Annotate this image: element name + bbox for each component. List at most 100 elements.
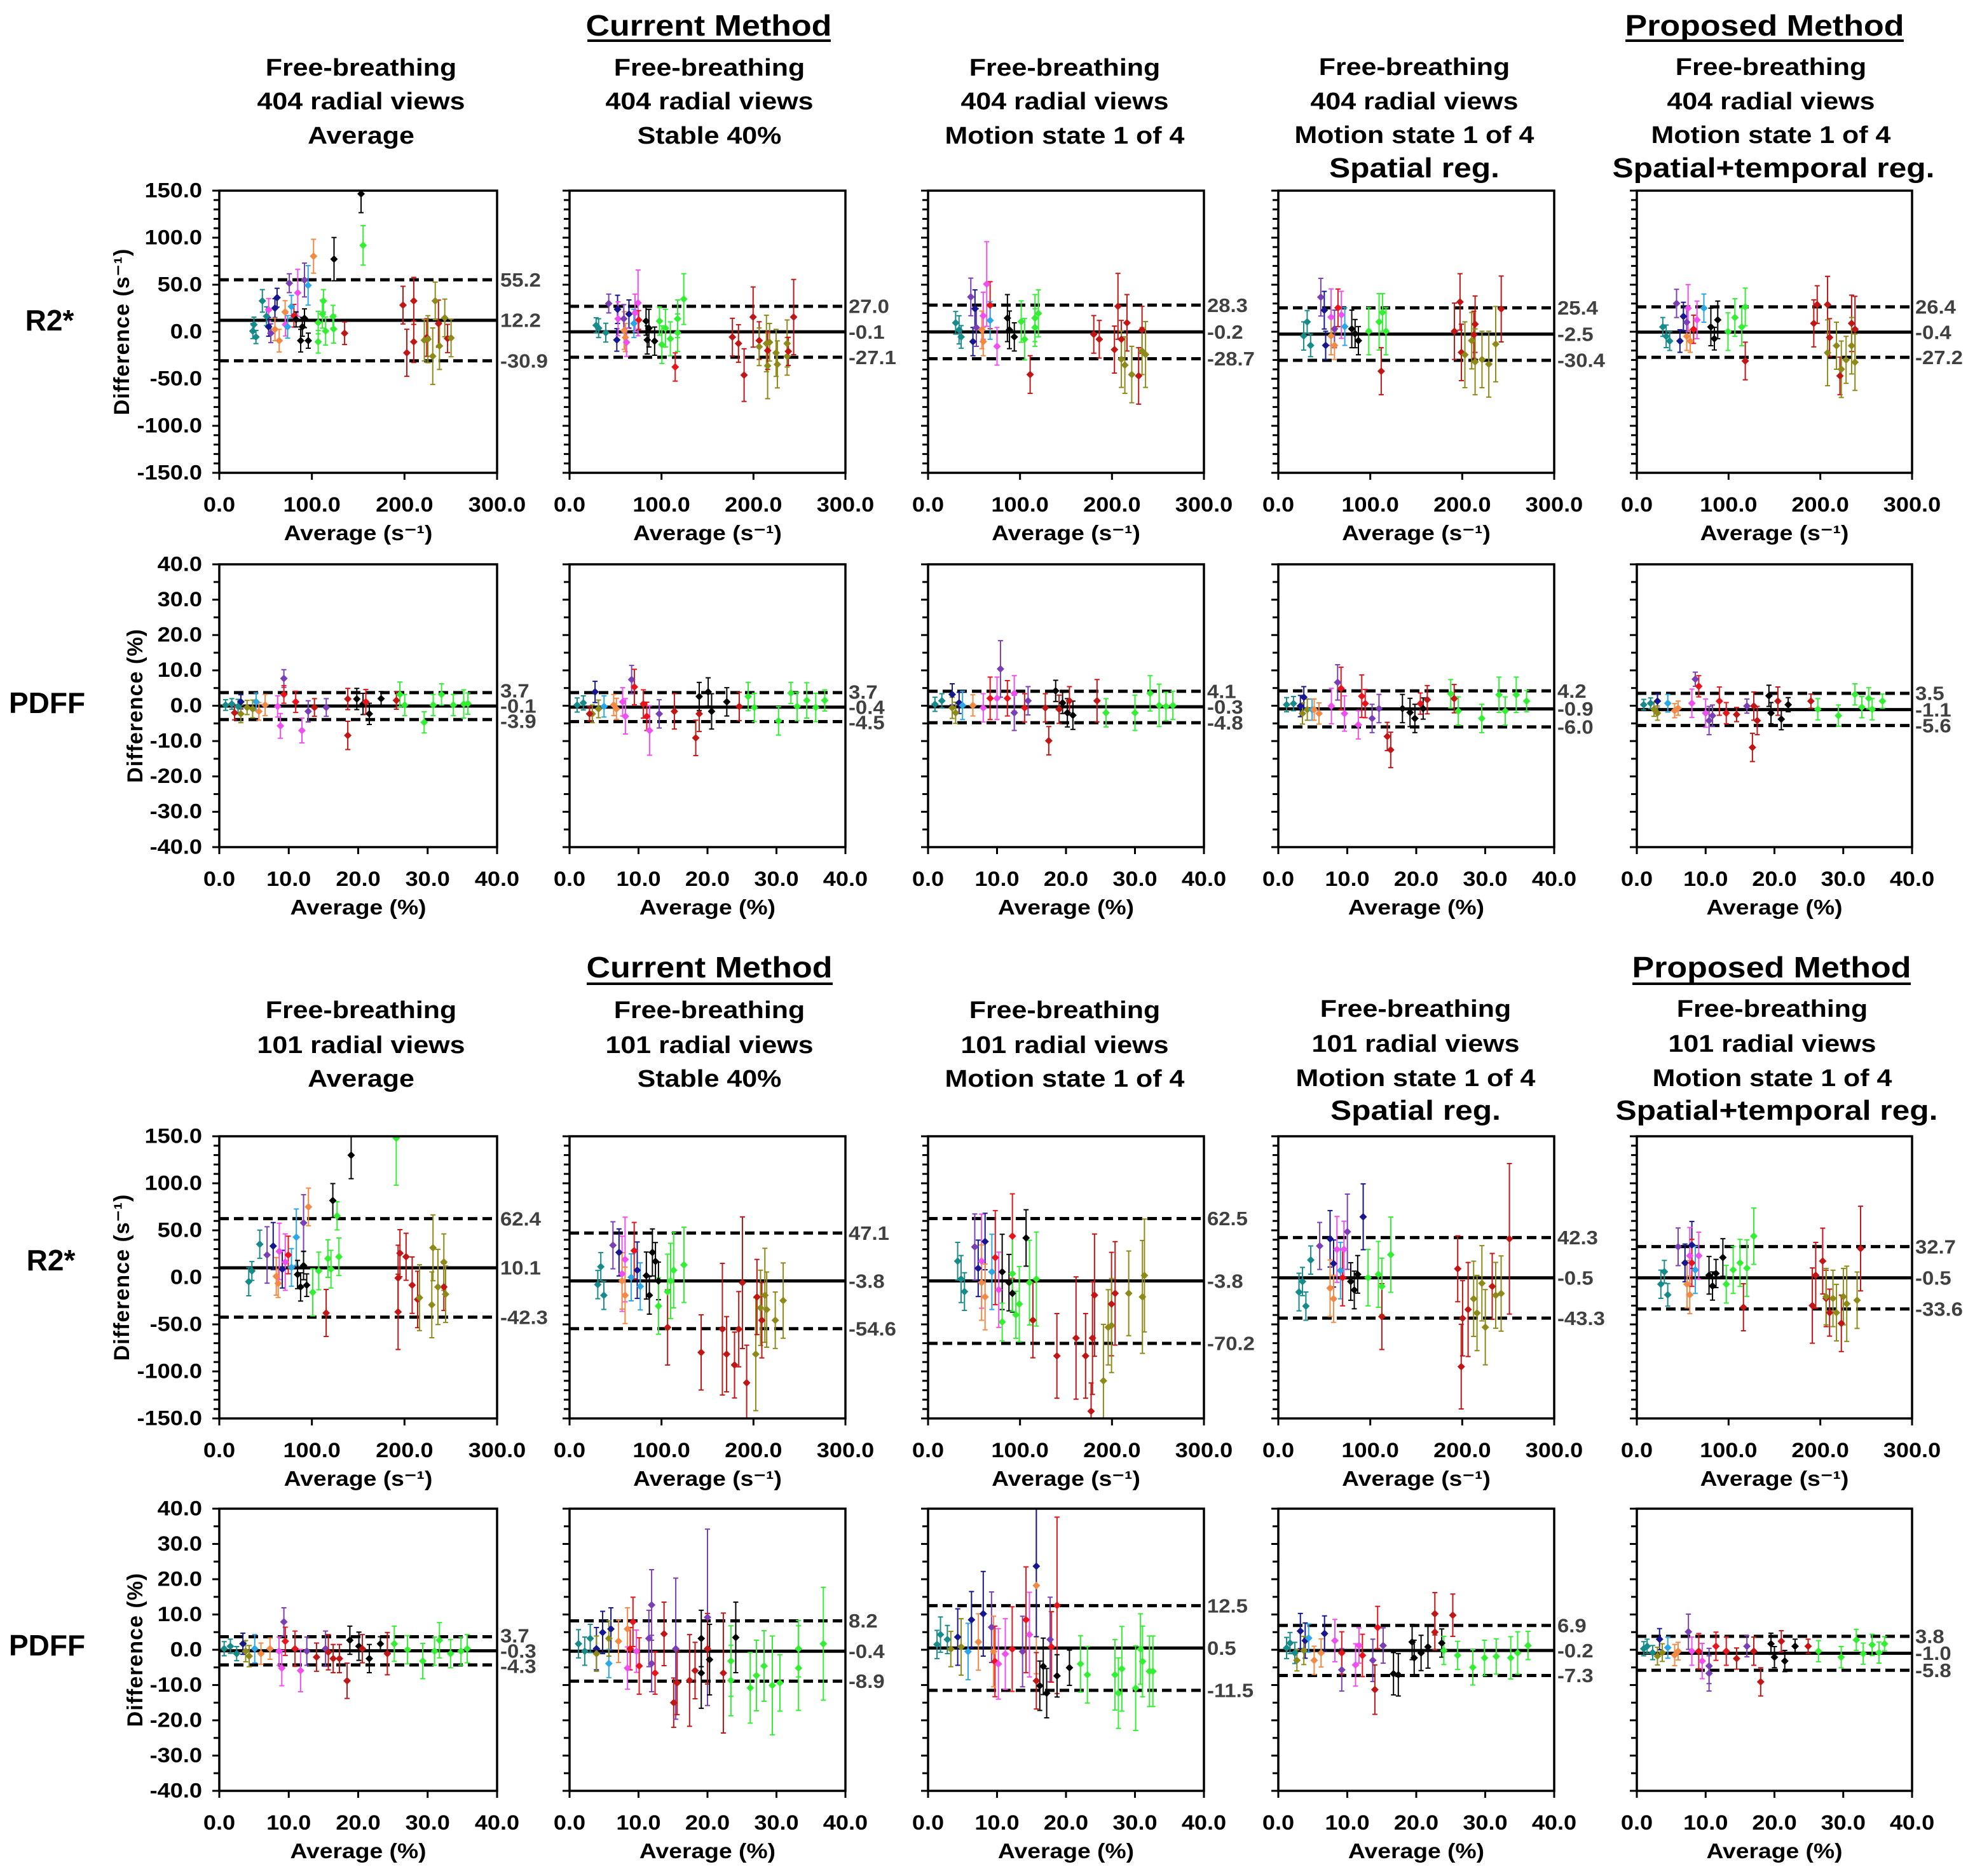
data-point xyxy=(390,1640,399,1648)
data-point xyxy=(987,1623,995,1631)
bland-altman-panel: 0.0 100.0 200.0 300.0 Average (s⁻¹) 25.4 -2.5 -… xyxy=(1262,189,1605,545)
data-point xyxy=(1655,1635,1664,1643)
mean-bias-label: 12.2 xyxy=(500,309,541,331)
data-point xyxy=(979,337,987,346)
column-title-line: Motion state 1 of 4 xyxy=(1653,1064,1892,1091)
data-point xyxy=(1824,349,1832,357)
data-point xyxy=(440,1258,448,1267)
data-point xyxy=(1329,1260,1337,1268)
lower-loa-label: -11.5 xyxy=(1207,1679,1254,1701)
data-point xyxy=(967,293,975,301)
data-point xyxy=(1501,707,1509,715)
x-tick-label: 200.0 xyxy=(1791,1439,1848,1462)
x-tick-label: 0.0 xyxy=(1262,868,1294,891)
data-point xyxy=(650,337,659,345)
data-point xyxy=(252,333,260,341)
data-point xyxy=(296,1283,304,1291)
data-point xyxy=(1087,1407,1095,1415)
x-tick-label: 10.0 xyxy=(616,868,660,891)
data-point xyxy=(239,1640,247,1648)
data-point xyxy=(605,299,613,308)
data-point xyxy=(1289,700,1297,708)
data-point xyxy=(771,1316,779,1324)
column-title-line: 404 radial views xyxy=(257,87,465,114)
data-point xyxy=(394,1308,402,1316)
data-point xyxy=(692,734,700,742)
data-point xyxy=(1008,1232,1016,1240)
data-point xyxy=(1386,746,1395,754)
y-tick-label: -150.0 xyxy=(137,1407,202,1430)
x-axis-title: Average (s⁻¹) xyxy=(992,522,1140,545)
data-point xyxy=(1450,695,1458,703)
plot-frame xyxy=(927,1507,1205,1792)
lower-loa-label: -5.8 xyxy=(1915,1659,1951,1682)
mean-bias-label: 10.1 xyxy=(500,1257,541,1279)
data-point xyxy=(1468,337,1476,345)
data-point xyxy=(633,1266,641,1274)
data-point xyxy=(1124,1289,1133,1298)
x-tick-label: 200.0 xyxy=(376,1439,433,1462)
data-point xyxy=(1001,1650,1009,1658)
y-tick-label: 20.0 xyxy=(158,623,202,646)
data-point xyxy=(1032,1676,1041,1685)
x-axis-title: Average (%) xyxy=(1706,1840,1842,1863)
x-tick-label: 0.0 xyxy=(1262,1812,1294,1835)
data-point xyxy=(1304,1634,1313,1642)
x-tick-label: 100.0 xyxy=(1341,494,1398,517)
y-tick-label: -20.0 xyxy=(150,765,202,788)
data-point xyxy=(1813,301,1821,309)
data-point xyxy=(1497,305,1505,313)
data-point xyxy=(1837,1319,1845,1328)
data-point xyxy=(1864,694,1873,702)
data-point xyxy=(1155,701,1163,709)
data-point xyxy=(1015,1300,1023,1308)
bland-altman-panel: 0.0 10.0 20.0 30.0 40.0 Average (%) 8.2 -0.4 -8.… xyxy=(554,1507,885,1863)
data-point xyxy=(1880,1640,1889,1648)
data-point xyxy=(285,279,294,287)
data-series xyxy=(952,241,1150,405)
data-point xyxy=(1686,337,1695,345)
x-tick-label: 20.0 xyxy=(1394,1812,1438,1835)
data-point xyxy=(435,342,444,350)
column-title-line: Motion state 1 of 4 xyxy=(1651,121,1891,148)
data-point xyxy=(789,313,798,321)
data-point xyxy=(1653,709,1662,717)
data-point xyxy=(1686,1291,1694,1299)
plot-frame xyxy=(927,189,1205,474)
data-point xyxy=(1684,1628,1693,1636)
data-point xyxy=(971,304,979,313)
upper-loa-label: 47.1 xyxy=(849,1222,889,1244)
data-point xyxy=(648,1659,656,1668)
x-axis-title: Average (s⁻¹) xyxy=(633,1467,782,1491)
data-point xyxy=(236,698,245,706)
data-point xyxy=(1698,1657,1706,1665)
data-point xyxy=(440,1283,448,1291)
x-axis-title: Average (%) xyxy=(639,896,776,920)
x-tick-label: 20.0 xyxy=(336,868,380,891)
x-tick-label: 30.0 xyxy=(1112,1812,1157,1835)
data-point xyxy=(673,329,681,337)
data-point xyxy=(1819,1257,1827,1265)
data-point xyxy=(449,701,458,709)
data-point xyxy=(795,1664,803,1672)
lower-loa-label: -8.9 xyxy=(849,1670,885,1692)
data-point xyxy=(1121,361,1129,369)
data-point xyxy=(1658,323,1667,331)
data-point xyxy=(1107,1300,1116,1308)
data-series xyxy=(1283,1592,1532,1715)
data-point xyxy=(1025,1631,1034,1639)
data-point xyxy=(1512,691,1520,699)
data-point xyxy=(1691,675,1700,683)
column-title-line: 101 radial views xyxy=(961,1031,1169,1058)
data-point xyxy=(1131,1684,1140,1692)
data-point xyxy=(1283,1644,1291,1652)
data-point xyxy=(1705,716,1713,724)
data-point xyxy=(597,1263,605,1271)
data-point xyxy=(1843,1300,1851,1308)
data-point xyxy=(742,1378,751,1387)
data-point xyxy=(365,1654,373,1662)
data-point xyxy=(236,710,245,718)
column-title: Free-breathing 404 radial views Stable 4… xyxy=(606,53,814,149)
data-point xyxy=(1780,1657,1789,1665)
data-point xyxy=(250,320,258,329)
